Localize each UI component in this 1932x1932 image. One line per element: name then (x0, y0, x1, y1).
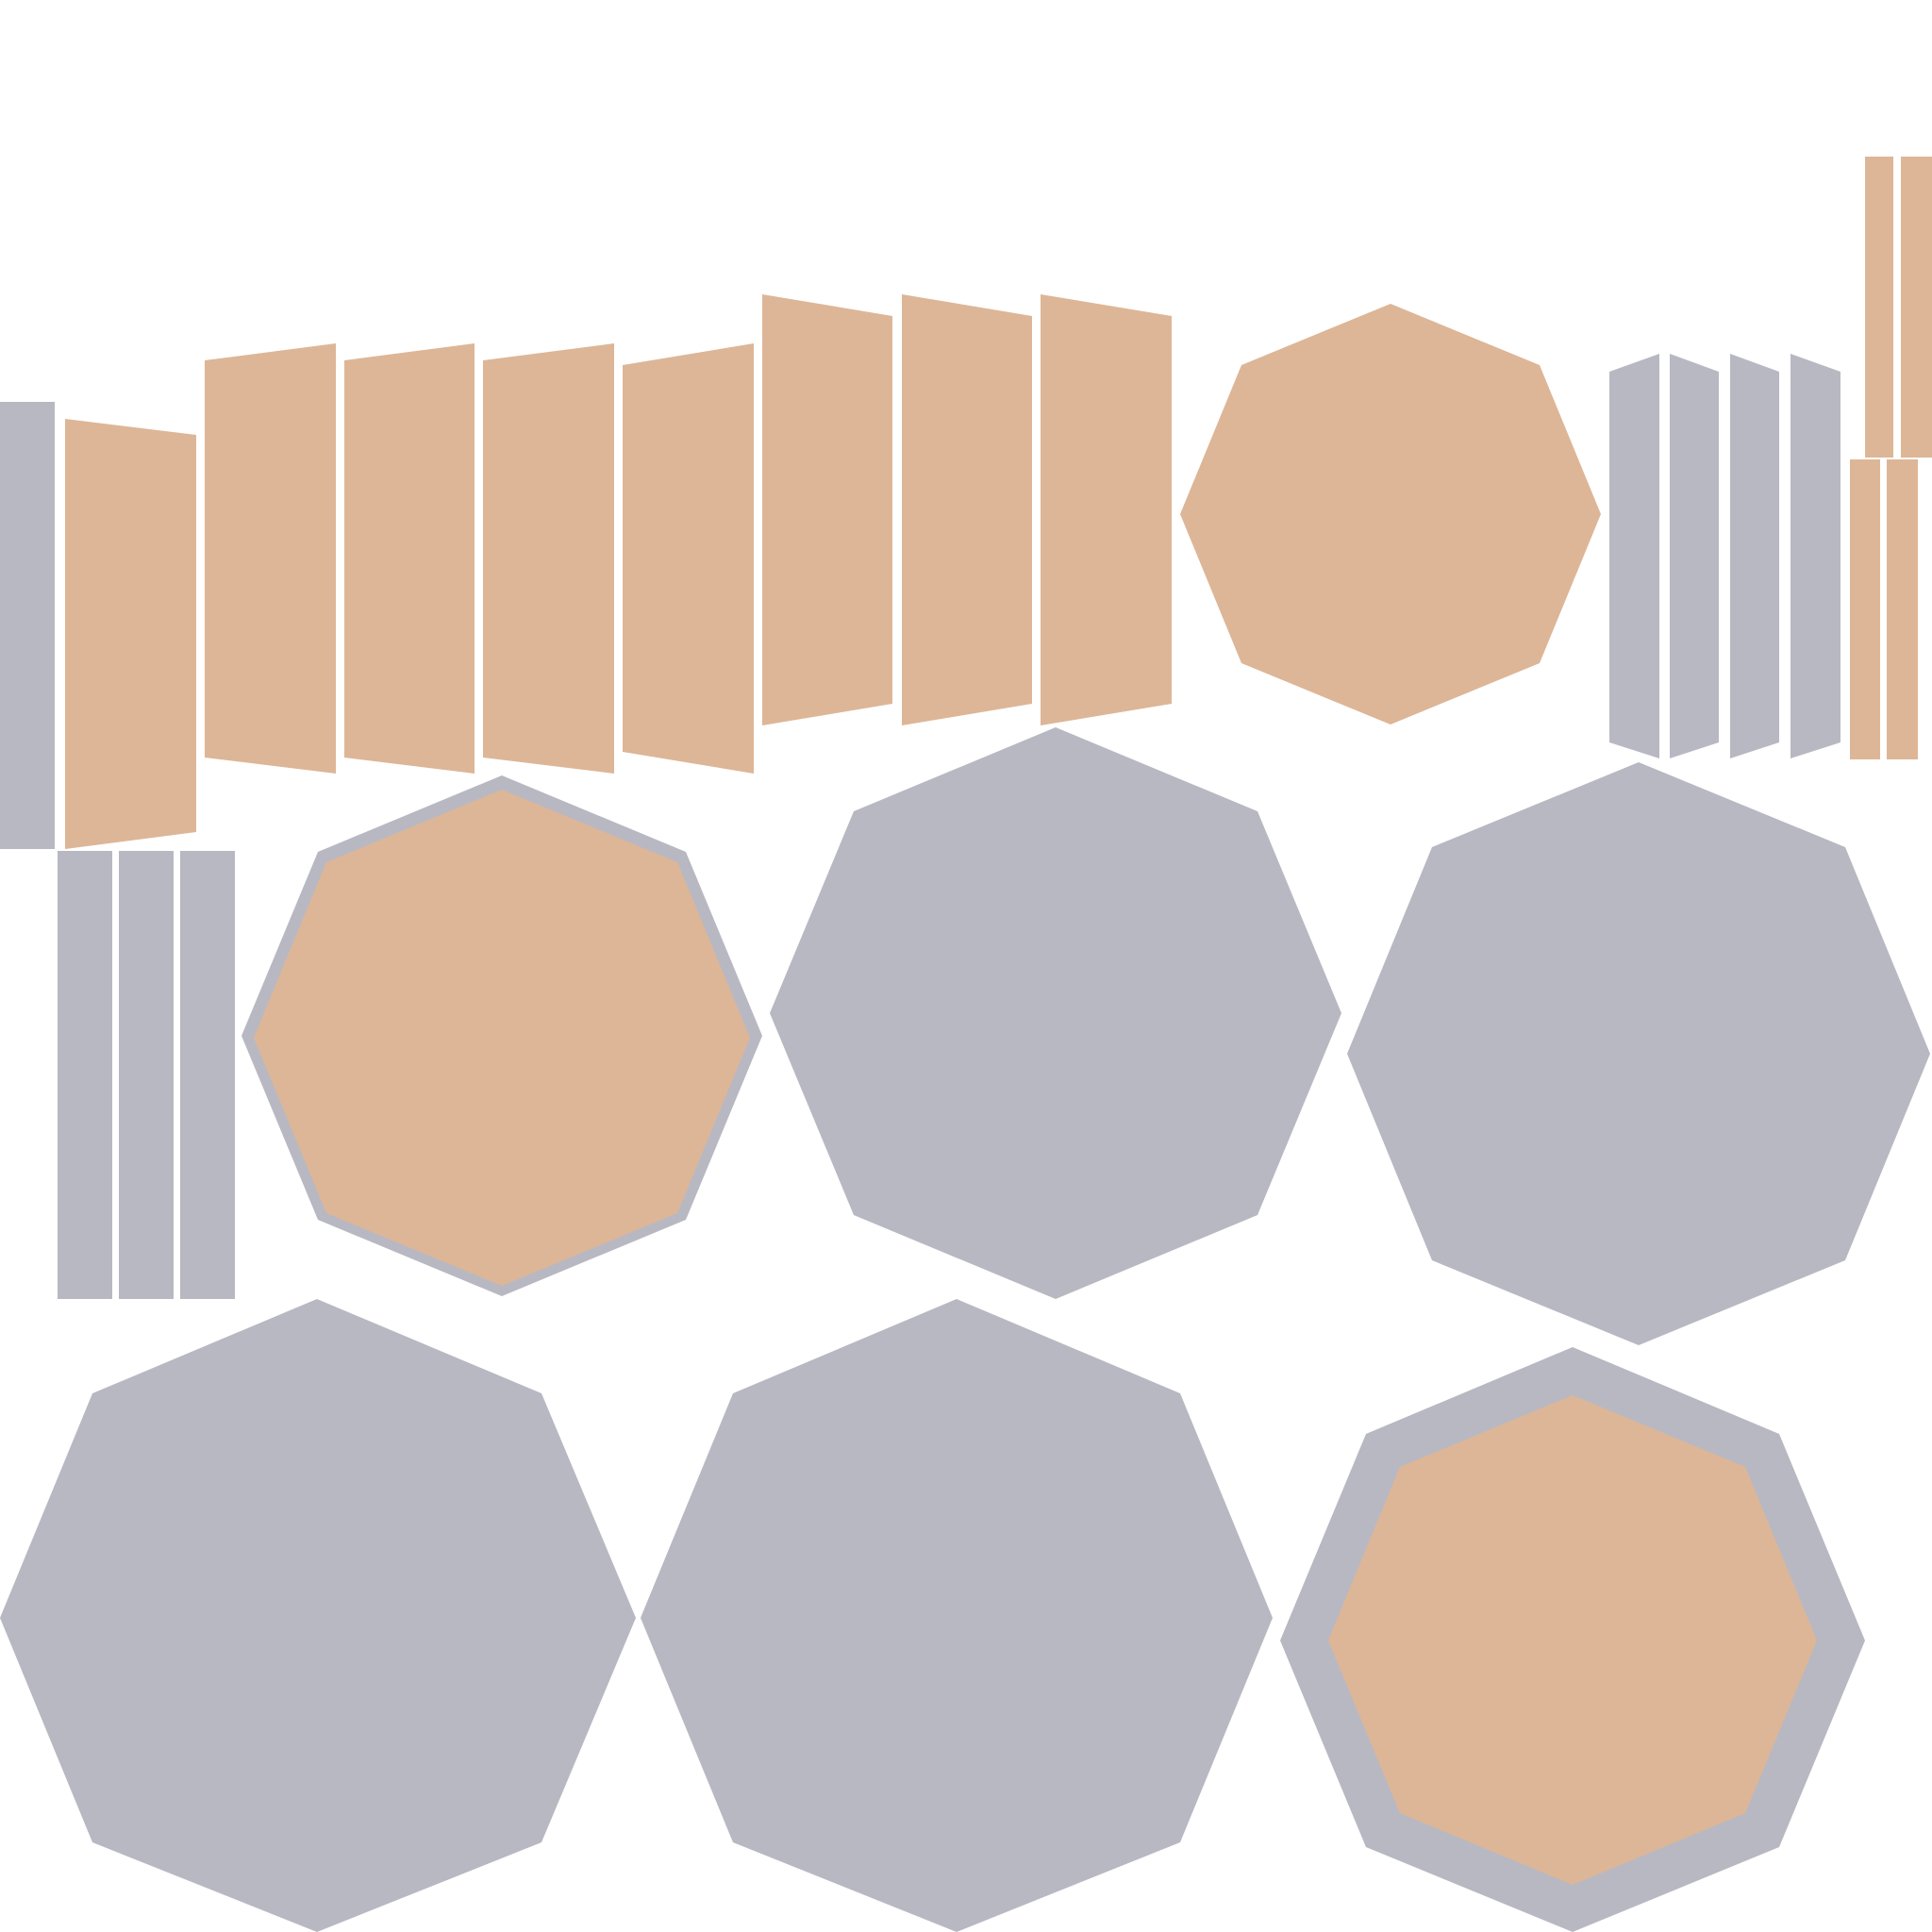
gray-strip (0, 402, 55, 849)
gray-octagon (1347, 762, 1930, 1345)
tan-strip (1850, 459, 1880, 759)
gray-strip (58, 851, 112, 1299)
gray-strip (1609, 354, 1659, 758)
gray-octagon (0, 1299, 636, 1932)
tan-strip (1887, 459, 1918, 759)
top-strip-row (0, 294, 1172, 849)
tan-octagon-inner (1328, 1395, 1817, 1885)
gray-strip (1790, 354, 1840, 758)
gray-octagon (641, 1299, 1273, 1932)
gray-strip (180, 851, 235, 1299)
gray-strip (119, 851, 174, 1299)
left-gray-strips (58, 851, 235, 1299)
tan-strip (1901, 157, 1932, 458)
bordered-octagon-large (1280, 1347, 1865, 1932)
bordered-octagon-small (242, 775, 762, 1296)
right-gray-strips (1609, 354, 1840, 758)
tan-strip (1865, 157, 1893, 458)
tan-octagon (1180, 304, 1601, 724)
gray-strip (1670, 354, 1719, 758)
tan-strip (344, 343, 475, 774)
tan-strip (762, 294, 892, 725)
tan-strip (65, 419, 196, 849)
gray-strip (1730, 354, 1779, 758)
tan-strip (1041, 294, 1172, 725)
tan-strip (623, 343, 754, 774)
gray-octagon (770, 727, 1341, 1299)
right-tan-strips (1850, 157, 1932, 759)
tan-strip (205, 343, 336, 774)
tan-strip (902, 294, 1032, 725)
tan-octagon-inner (254, 790, 750, 1286)
tan-strip (483, 343, 614, 774)
